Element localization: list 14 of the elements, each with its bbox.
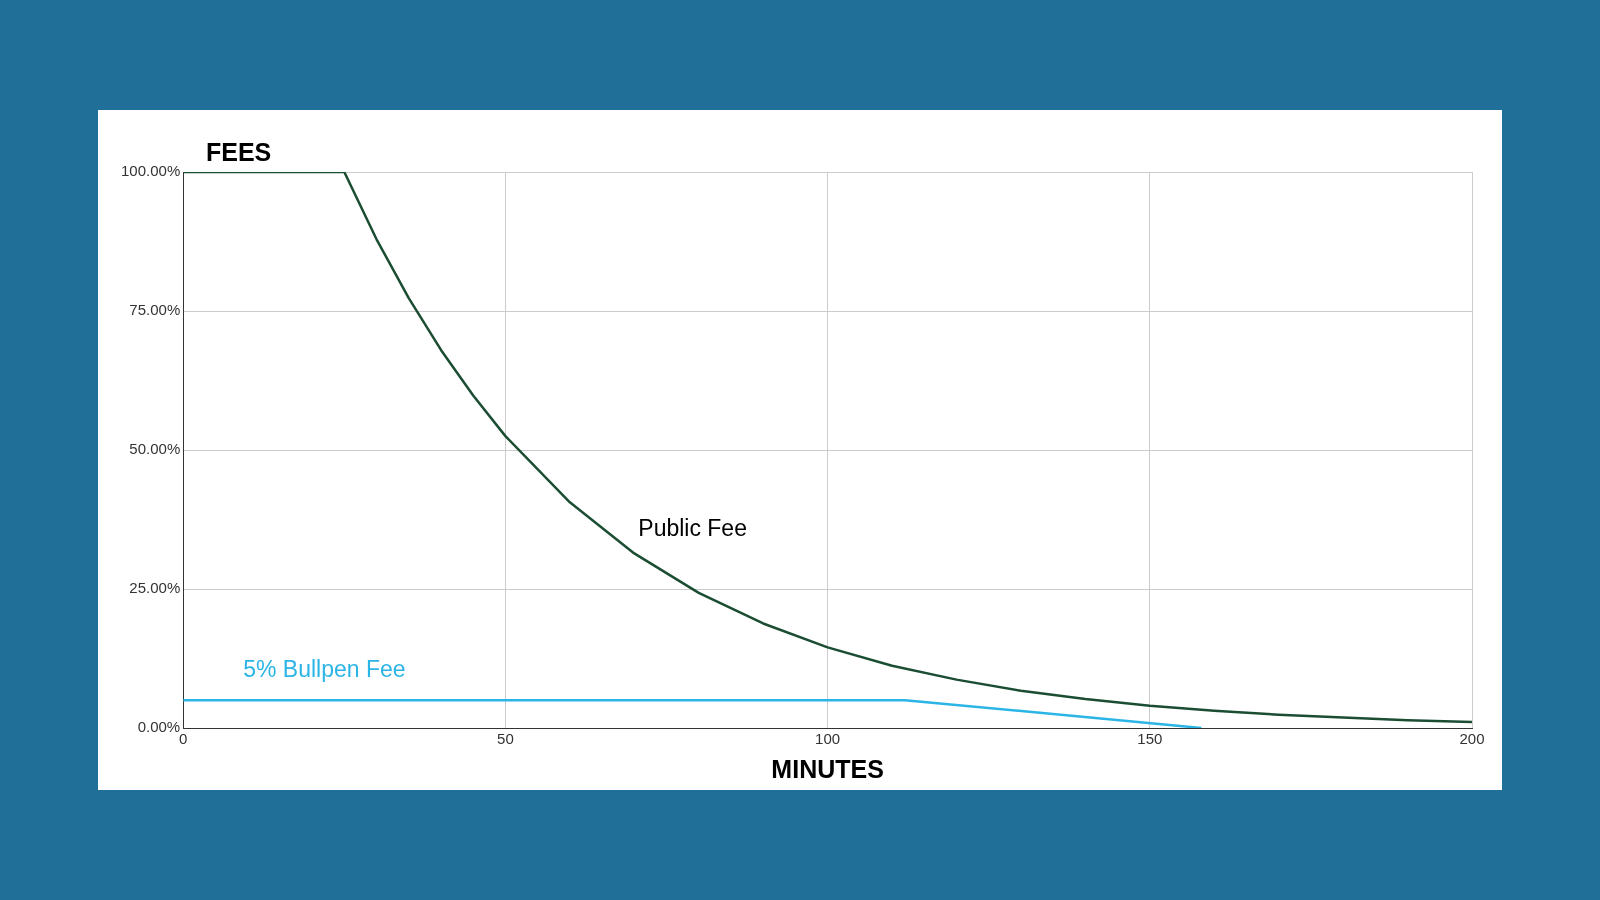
x-tick-label: 100	[815, 730, 841, 748]
y-tick-label: 75.00%	[129, 301, 181, 319]
series-label: 5% Bullpen Fee	[243, 656, 406, 683]
chart-title: FEES	[206, 138, 272, 167]
x-tick-label: 200	[1459, 730, 1485, 748]
x-tick-label: 150	[1137, 730, 1163, 748]
y-tick-label: 0.00%	[137, 718, 181, 736]
y-tick-label: 25.00%	[129, 579, 181, 597]
y-tick-label: 50.00%	[129, 440, 181, 458]
series-label: Public Fee	[638, 515, 747, 542]
x-tick-label: 0	[179, 730, 188, 748]
x-axis-title: MINUTES	[771, 754, 884, 783]
x-tick-label: 50	[497, 730, 514, 748]
y-tick-label: 100.00%	[121, 162, 181, 180]
